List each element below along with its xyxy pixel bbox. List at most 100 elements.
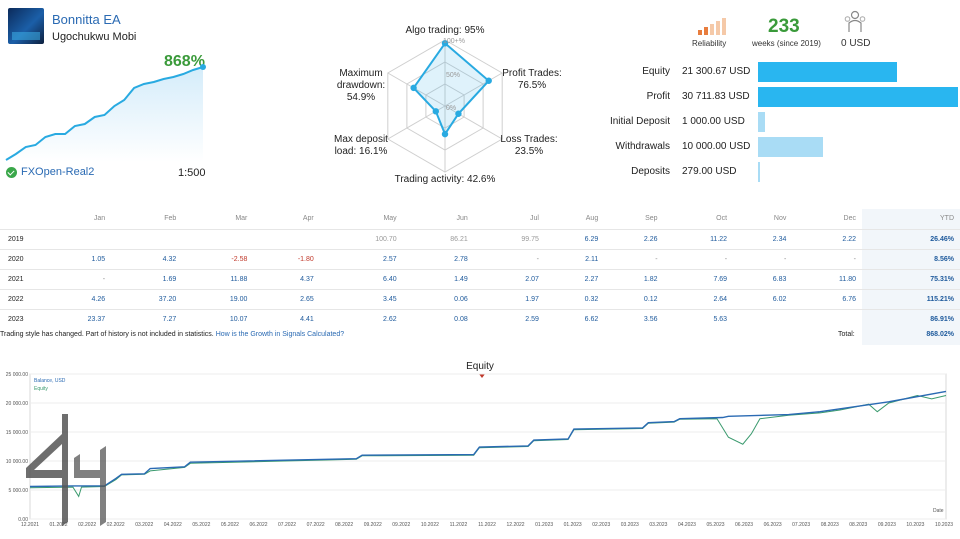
stat-bar (758, 62, 897, 82)
month-cell[interactable]: 0.06 (402, 288, 474, 309)
month-cell[interactable]: 11.88 (182, 268, 254, 289)
verified-check-icon (6, 166, 17, 178)
stat-row-withdrawals: Withdrawals 10 000.00 USD (600, 137, 960, 157)
x-tick-label: 09.2022 (392, 522, 410, 528)
month-cell[interactable]: 0.32 (544, 288, 605, 309)
month-cell[interactable]: 86.21 (402, 228, 474, 249)
stat-row-initial-deposit: Initial Deposit 1 000.00 USD (600, 112, 960, 132)
month-cell[interactable]: 0.08 (402, 308, 474, 329)
month-cell[interactable]: 4.37 (253, 268, 320, 289)
month-cell[interactable]: 6.29 (544, 228, 605, 249)
month-cell[interactable]: 11.80 (792, 268, 862, 289)
month-cell[interactable]: 99.75 (473, 228, 545, 249)
y-tick-label: 5 000.00 (9, 488, 29, 494)
chart-menu-caret-icon[interactable] (479, 374, 485, 378)
month-cell[interactable]: 2.64 (663, 288, 734, 309)
x-tick-label: 08.2023 (821, 522, 839, 528)
month-cell[interactable]: 0.12 (604, 288, 664, 309)
signal-avatar[interactable] (8, 8, 44, 44)
column-header: Jun (456, 215, 468, 223)
month-cell[interactable]: 37.20 (111, 288, 183, 309)
growth-end-point (200, 64, 206, 70)
month-cell[interactable]: 1.97 (473, 288, 545, 309)
x-tick-label: 12.2021 (21, 522, 39, 528)
month-cell[interactable]: 19.00 (182, 288, 254, 309)
month-cell[interactable]: 23.37 (40, 308, 112, 329)
month-cell[interactable]: 2.26 (604, 228, 664, 249)
broker-badge[interactable]: FXOpen-Real2 (6, 166, 94, 178)
radar-profit-value: 76.5% (517, 80, 547, 91)
radar-point[interactable] (455, 110, 462, 117)
ea-name-link[interactable]: Bonnitta EA (52, 12, 121, 27)
month-cell[interactable]: 2.57 (319, 248, 403, 269)
month-cell[interactable]: 1.05 (40, 248, 112, 269)
x-tick-label: 02.2022 (78, 522, 96, 528)
month-cell[interactable]: 11.22 (663, 228, 734, 249)
stat-bar (758, 112, 765, 132)
author-name[interactable]: Ugochukwu Mobi (52, 31, 137, 43)
radar-point[interactable] (410, 84, 417, 92)
month-cell[interactable]: 6.83 (733, 268, 793, 289)
radar-point[interactable] (485, 77, 492, 84)
ytd-cell[interactable]: 115.21% (862, 288, 960, 309)
month-cell[interactable]: 2.34 (733, 228, 793, 249)
month-cell[interactable]: 4.32 (111, 248, 183, 269)
table-row: 2023 23.37 7.27 10.07 4.41 2.62 0.08 2.59 6.62 3.… (0, 308, 960, 329)
month-cell[interactable]: 6.02 (733, 288, 793, 309)
x-tick-label: 09.2022 (364, 522, 382, 528)
month-cell[interactable]: -1.80 (253, 248, 320, 269)
month-cell[interactable]: 5.63 (663, 308, 734, 329)
ytd-cell[interactable]: 86.91% (862, 308, 960, 329)
month-cell[interactable]: 7.27 (111, 308, 183, 329)
month-cell (40, 228, 112, 249)
note-text: Trading style has changed. Part of histo… (0, 331, 214, 338)
month-cell[interactable]: 2.65 (253, 288, 320, 309)
month-cell[interactable]: 6.62 (544, 308, 605, 329)
month-cell[interactable]: 1.82 (604, 268, 664, 289)
month-cell[interactable]: 2.27 (544, 268, 605, 289)
month-cell[interactable]: 2.59 (473, 308, 545, 329)
month-cell[interactable]: 2.22 (792, 228, 862, 249)
column-header: Dec (843, 215, 856, 223)
month-cell: - (40, 268, 112, 289)
weeks-label: weeks (since 2019) (752, 39, 821, 48)
month-cell[interactable]: 2.07 (473, 268, 545, 289)
subscribers-icon (844, 10, 866, 32)
month-cell[interactable]: 2.62 (319, 308, 403, 329)
month-cell[interactable]: 3.45 (319, 288, 403, 309)
month-cell[interactable]: 10.07 (182, 308, 254, 329)
radar-algo-text: Algo trading: 95% (405, 25, 485, 36)
x-tick-label: 08.2023 (849, 522, 867, 528)
ytd-cell[interactable]: 8.56% (862, 248, 960, 269)
radar-scale-100: 100+% (443, 38, 465, 45)
month-cell[interactable]: 7.69 (663, 268, 734, 289)
y-tick-label: 20 000.00 (6, 401, 28, 407)
month-cell[interactable]: 6.40 (319, 268, 403, 289)
radar-point[interactable] (441, 40, 449, 47)
ytd-cell[interactable]: 75.31% (862, 268, 960, 289)
month-cell[interactable]: 1.49 (402, 268, 474, 289)
month-cell[interactable]: 4.41 (253, 308, 320, 329)
x-tick-label: 06.2023 (735, 522, 753, 528)
column-header: Apr (302, 215, 314, 223)
month-cell (253, 228, 320, 249)
radar-point[interactable] (441, 130, 449, 138)
radar-activity-text: Trading activity: 42.6% (394, 174, 496, 185)
radar-label-activity: Trading activity: 42.6% (390, 174, 500, 186)
reliability-icon[interactable] (698, 17, 726, 35)
radar-point[interactable] (432, 108, 439, 115)
month-cell[interactable]: -2.58 (182, 248, 254, 269)
month-cell[interactable]: 2.78 (402, 248, 474, 269)
equity-x-axis: 12.2021 01.2022 02.2022 02.2022 03.2022 04.20… (21, 522, 953, 528)
month-cell[interactable]: 6.76 (792, 288, 862, 309)
month-cell[interactable]: 3.56 (604, 308, 664, 329)
month-cell[interactable]: 1.69 (111, 268, 183, 289)
stat-value: 279.00 USD (682, 166, 737, 177)
month-cell[interactable]: 4.26 (40, 288, 112, 309)
month-cell[interactable]: 100.70 (319, 228, 403, 249)
equity-chart[interactable]: 0.00 5 000.00 10 000.00 15 000.00 20 000.00 2… (0, 372, 960, 539)
month-cell[interactable]: 2.11 (544, 248, 605, 269)
column-header: Jan (93, 215, 106, 223)
ytd-cell[interactable]: 26.46% (862, 228, 960, 249)
growth-calc-link[interactable]: How is the Growth in Signals Calculated? (215, 331, 345, 338)
